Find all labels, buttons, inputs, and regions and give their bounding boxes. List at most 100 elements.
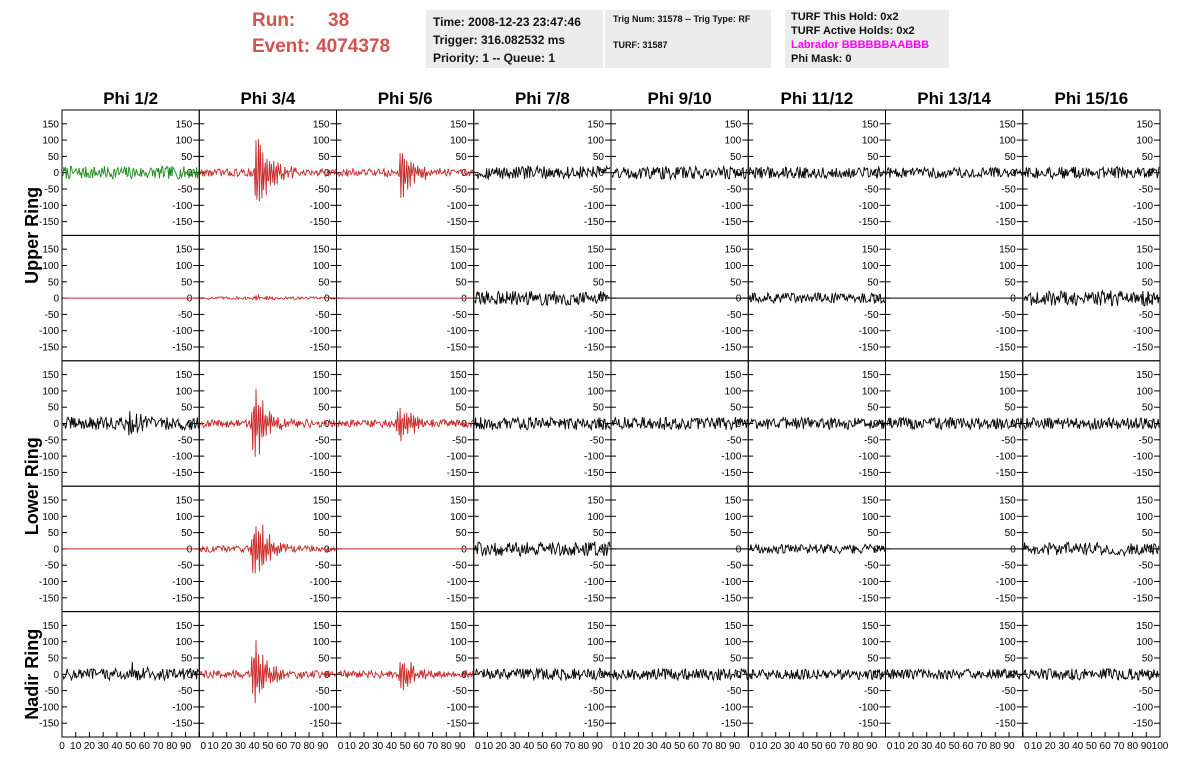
y-tick-label: -150 [996, 217, 1016, 228]
y-tick-label: 50 [1005, 152, 1017, 163]
waveform-trace-r5-c4 [474, 667, 611, 682]
y-tick-label: -150 [309, 217, 329, 228]
y-tick-label: 100 [725, 512, 742, 523]
x-tick-label: 30 [921, 741, 933, 752]
turf-info-box: TURF This Hold: 0x2 TURF Active Holds: 0… [785, 10, 949, 68]
y-tick-label: 150 [1136, 621, 1153, 632]
y-tick-label: -150 [309, 593, 329, 604]
y-tick-label: 150 [176, 370, 193, 381]
y-tick-label: 150 [1136, 495, 1153, 506]
y-axis-label: -50 [45, 310, 60, 321]
waveform-trace-r3-c2 [200, 388, 336, 457]
y-tick-label: -50 [727, 310, 742, 321]
y-tick-label: 0 [1147, 670, 1153, 681]
y-tick-label: 0 [324, 670, 330, 681]
x-tick-label: 30 [1058, 741, 1070, 752]
y-tick-label: 150 [587, 119, 604, 130]
x-tick-label: 40 [660, 741, 672, 752]
waveform-trace-r2-c8 [1023, 288, 1160, 307]
y-tick-label: -100 [996, 201, 1016, 212]
y-tick-label: 150 [176, 119, 193, 130]
x-tick-label: 70 [153, 741, 165, 752]
y-tick-label: -100 [447, 452, 467, 463]
y-tick-label: 150 [862, 370, 879, 381]
y-tick-label: -100 [858, 702, 878, 713]
y-tick-label: 150 [725, 621, 742, 632]
y-tick-label: -100 [1133, 702, 1153, 713]
x-tick-label: 50 [125, 741, 137, 752]
y-tick-label: -150 [996, 593, 1016, 604]
turf-text: TURF: 31587 [613, 40, 668, 50]
x-tick-label: 70 [290, 741, 302, 752]
y-tick-label: 50 [181, 653, 193, 664]
y-tick-label: -150 [584, 217, 604, 228]
y-tick-label: -150 [1133, 719, 1153, 730]
y-tick-label: 50 [730, 152, 742, 163]
y-tick-label: 50 [1005, 403, 1017, 414]
y-tick-label: -50 [178, 561, 193, 572]
y-tick-label: -150 [172, 217, 192, 228]
y-tick-label: 100 [999, 637, 1016, 648]
x-tick-label: 20 [496, 741, 508, 752]
x-tick-label: 0 [887, 741, 893, 752]
column-header-3: Phi 5/6 [378, 89, 433, 108]
y-tick-label: -150 [584, 719, 604, 730]
y-tick-label: -150 [721, 593, 741, 604]
x-tick-label: 50 [262, 741, 274, 752]
waveform-trace-r2-c2 [200, 293, 336, 302]
y-tick-label: 50 [1142, 653, 1154, 664]
y-tick-label: 150 [999, 495, 1016, 506]
x-tick-label: 90 [454, 741, 466, 752]
waveform-trace-r3-c6 [748, 416, 885, 431]
x-tick-label: 70 [564, 741, 576, 752]
x-tick-label: 70 [839, 741, 851, 752]
x-tick-label: 40 [1072, 741, 1084, 752]
y-axis-label: -100 [39, 326, 59, 337]
x-tick-label: 60 [139, 741, 151, 752]
y-tick-label: 0 [461, 544, 467, 555]
y-tick-label: 100 [725, 637, 742, 648]
waveform-trace-r1-c4 [474, 164, 611, 181]
turf-active-text: TURF Active Holds: 0x2 [791, 25, 915, 37]
y-tick-label: 150 [587, 370, 604, 381]
y-tick-label: 50 [318, 653, 330, 664]
y-tick-label: -100 [721, 201, 741, 212]
y-tick-label: -100 [1133, 452, 1153, 463]
y-tick-label: 50 [318, 152, 330, 163]
y-tick-label: 100 [1136, 386, 1153, 397]
y-tick-label: -50 [315, 310, 330, 321]
y-tick-label: -100 [309, 702, 329, 713]
y-tick-label: 150 [725, 370, 742, 381]
y-tick-label: -100 [447, 326, 467, 337]
y-axis-label: 50 [48, 277, 60, 288]
y-tick-label: -50 [178, 686, 193, 697]
y-tick-label: -50 [452, 435, 467, 446]
y-tick-label: -100 [309, 452, 329, 463]
y-axis-label: -150 [39, 719, 59, 730]
y-tick-label: -100 [1133, 577, 1153, 588]
x-tick-label: 10 [345, 741, 357, 752]
waveform-trace-r4-c4 [474, 541, 611, 558]
y-tick-label: 100 [313, 512, 330, 523]
y-tick-label: -50 [1001, 686, 1016, 697]
y-tick-label: -150 [309, 719, 329, 730]
waveform-trace-r3-c5 [611, 416, 748, 431]
column-header-4: Phi 7/8 [515, 89, 570, 108]
waveform-trace-r4-c8 [1023, 541, 1160, 558]
y-tick-label: 150 [176, 495, 193, 506]
x-tick-label: 60 [825, 741, 837, 752]
y-tick-label: 50 [867, 403, 879, 414]
y-tick-label: 50 [593, 528, 605, 539]
y-tick-label: 50 [456, 152, 468, 163]
y-tick-label: 50 [318, 277, 330, 288]
y-axis-label: 50 [48, 152, 60, 163]
waveform-trace-r5-c7 [886, 667, 1023, 681]
y-tick-label: 100 [1136, 512, 1153, 523]
y-tick-label: -100 [447, 201, 467, 212]
trigger-text: Trigger: 316.082532 ms [433, 33, 566, 47]
y-tick-label: -150 [447, 217, 467, 228]
y-tick-label: 100 [176, 386, 193, 397]
x-tick-label: 10 [619, 741, 631, 752]
y-tick-label: 150 [1136, 119, 1153, 130]
y-tick-label: -100 [447, 577, 467, 588]
